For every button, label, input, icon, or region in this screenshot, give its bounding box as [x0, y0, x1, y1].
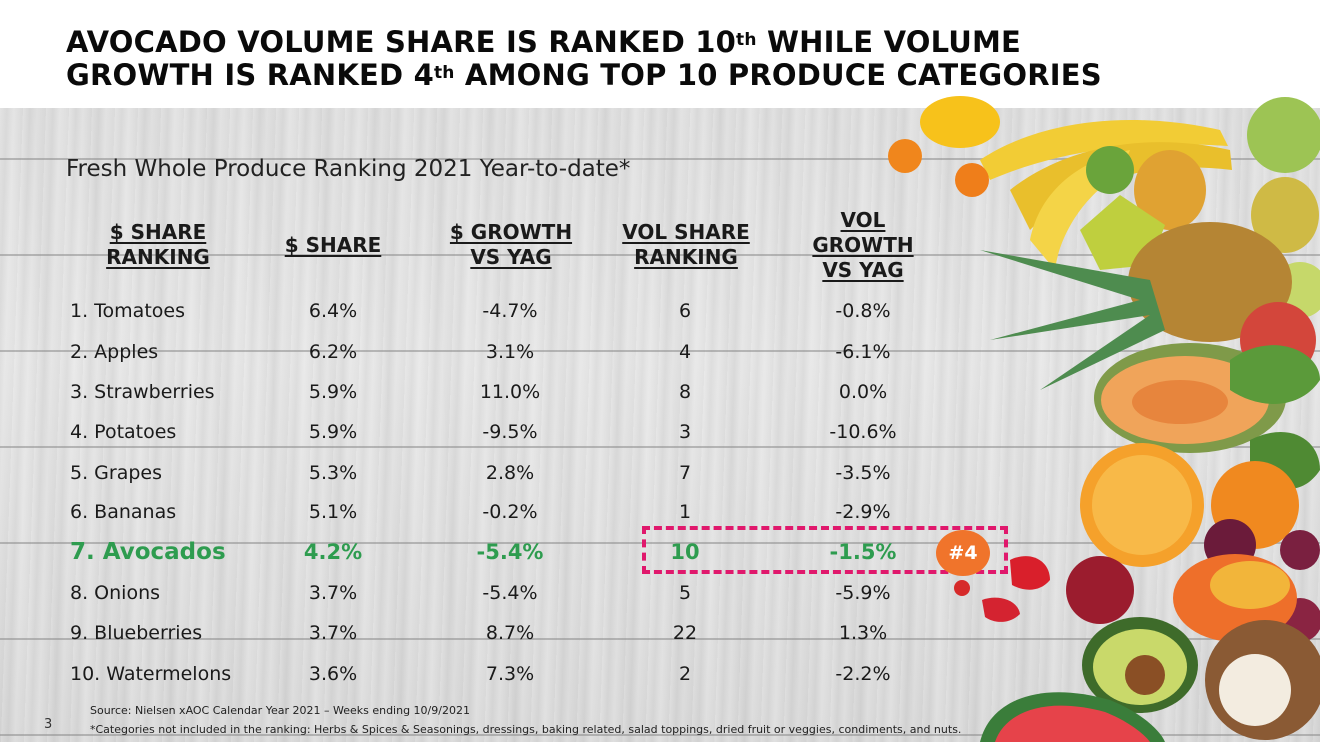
row-category: 3. Strawberries: [70, 381, 215, 403]
row-category: 4. Potatoes: [70, 421, 177, 443]
row-vol-growth: -6.1%: [835, 341, 891, 363]
row-dollar-growth: -0.2%: [482, 501, 538, 523]
row-vol-growth: 0.0%: [838, 381, 888, 403]
row-dollar-growth: 7.3%: [485, 663, 535, 685]
row-vol-growth: -2.9%: [835, 501, 891, 523]
row-dollar-share: 4.2%: [303, 540, 363, 564]
row-dollar-share: 5.9%: [308, 381, 358, 403]
source-note: Source: Nielsen xAOC Calendar Year 2021 …: [90, 704, 470, 717]
header-vol-share-ranking: VOL SHARE RANKING: [622, 220, 750, 269]
row-category: 5. Grapes: [70, 462, 162, 484]
row-category: 10. Watermelons: [70, 663, 232, 685]
row-vol-growth: -0.8%: [835, 300, 891, 322]
slide-title: AVOCADO VOLUME SHARE IS RANKED 10th WHIL…: [66, 26, 1266, 92]
row-dollar-share: 6.4%: [308, 300, 358, 322]
row-vol-share-ranking: 1: [678, 501, 692, 523]
row-dollar-share: 6.2%: [308, 341, 358, 363]
row-vol-share-ranking: 22: [672, 622, 698, 644]
rank-badge: #4: [936, 530, 990, 576]
row-dollar-growth: 11.0%: [479, 381, 541, 403]
footnote: *Categories not included in the ranking:…: [90, 723, 962, 736]
title-line-1-superscript: th: [736, 30, 757, 50]
row-vol-share-ranking: 7: [678, 462, 692, 484]
table-row: 5. Grapes 5.3% 2.8% 7 -3.5%: [0, 458, 1000, 488]
row-vol-share-ranking: 6: [678, 300, 692, 322]
row-dollar-growth: -4.7%: [482, 300, 538, 322]
row-vol-growth: -10.6%: [829, 421, 897, 443]
row-dollar-growth: -9.5%: [482, 421, 538, 443]
title-line-1-text: AVOCADO VOLUME SHARE IS RANKED 10: [66, 25, 737, 59]
table-row-highlighted: 7. Avocados 4.2% -5.4% 10 -1.5%: [0, 537, 1000, 567]
table-row: 4. Potatoes 5.9% -9.5% 3 -10.6%: [0, 417, 1000, 447]
header-dollar-growth: $ GROWTH VS YAG: [449, 220, 573, 269]
title-line-1-rest: WHILE VOLUME: [756, 25, 1022, 59]
row-vol-growth: -2.2%: [835, 663, 891, 685]
header-dollar-share: $ SHARE: [284, 232, 382, 257]
title-line-2: GROWTH IS RANKED 4th AMONG TOP 10 PRODUC…: [66, 59, 1266, 92]
title-line-1: AVOCADO VOLUME SHARE IS RANKED 10th WHIL…: [66, 26, 1266, 59]
row-vol-share-ranking: 8: [678, 381, 692, 403]
row-vol-share-ranking: 4: [678, 341, 692, 363]
table-row: 8. Onions 3.7% -5.4% 5 -5.9%: [0, 578, 1000, 608]
table-row: 9. Blueberries 3.7% 8.7% 22 1.3%: [0, 618, 1000, 648]
row-dollar-share: 3.7%: [308, 622, 358, 644]
row-category: 6. Bananas: [70, 501, 177, 523]
highlight-dashed-box: [642, 526, 1008, 574]
header-vol-growth: VOL GROWTH VS YAG: [812, 207, 914, 282]
row-vol-share-ranking: 10: [670, 540, 700, 564]
row-vol-growth: -5.9%: [835, 582, 891, 604]
row-dollar-growth: 8.7%: [485, 622, 535, 644]
row-dollar-growth: -5.4%: [476, 540, 544, 564]
row-dollar-growth: 2.8%: [485, 462, 535, 484]
row-vol-share-ranking: 2: [678, 663, 692, 685]
row-vol-growth: -3.5%: [835, 462, 891, 484]
table-row: 6. Bananas 5.1% -0.2% 1 -2.9%: [0, 497, 1000, 527]
table-row: 3. Strawberries 5.9% 11.0% 8 0.0%: [0, 377, 1000, 407]
table-row: 10. Watermelons 3.6% 7.3% 2 -2.2%: [0, 659, 1000, 689]
row-vol-growth: 1.3%: [838, 622, 888, 644]
table-row: 1. Tomatoes 6.4% -4.7% 6 -0.8%: [0, 296, 1000, 326]
header-dollar-share-ranking: $ SHARE RANKING: [106, 220, 210, 269]
row-category: 7. Avocados: [70, 539, 226, 565]
row-category: 1. Tomatoes: [70, 300, 185, 322]
row-vol-share-ranking: 3: [678, 421, 692, 443]
title-line-2-rest: AMONG TOP 10 PRODUCE CATEGORIES: [454, 58, 1102, 92]
row-dollar-share: 5.3%: [308, 462, 358, 484]
row-vol-growth: -1.5%: [829, 540, 897, 564]
row-dollar-share: 5.1%: [308, 501, 358, 523]
table-subtitle: Fresh Whole Produce Ranking 2021 Year-to…: [66, 156, 631, 182]
row-category: 8. Onions: [70, 582, 161, 604]
title-line-2-text: GROWTH IS RANKED 4: [66, 58, 434, 92]
row-dollar-growth: 3.1%: [485, 341, 535, 363]
title-line-2-superscript: th: [433, 63, 455, 83]
row-dollar-share: 3.6%: [308, 663, 358, 685]
table-row: 2. Apples 6.2% 3.1% 4 -6.1%: [0, 337, 1000, 367]
row-dollar-growth: -5.4%: [482, 582, 538, 604]
row-dollar-share: 5.9%: [308, 421, 358, 443]
row-dollar-share: 3.7%: [308, 582, 358, 604]
row-category: 2. Apples: [70, 341, 159, 363]
row-category: 9. Blueberries: [70, 622, 203, 644]
page-number: 3: [44, 717, 53, 732]
row-vol-share-ranking: 5: [678, 582, 692, 604]
